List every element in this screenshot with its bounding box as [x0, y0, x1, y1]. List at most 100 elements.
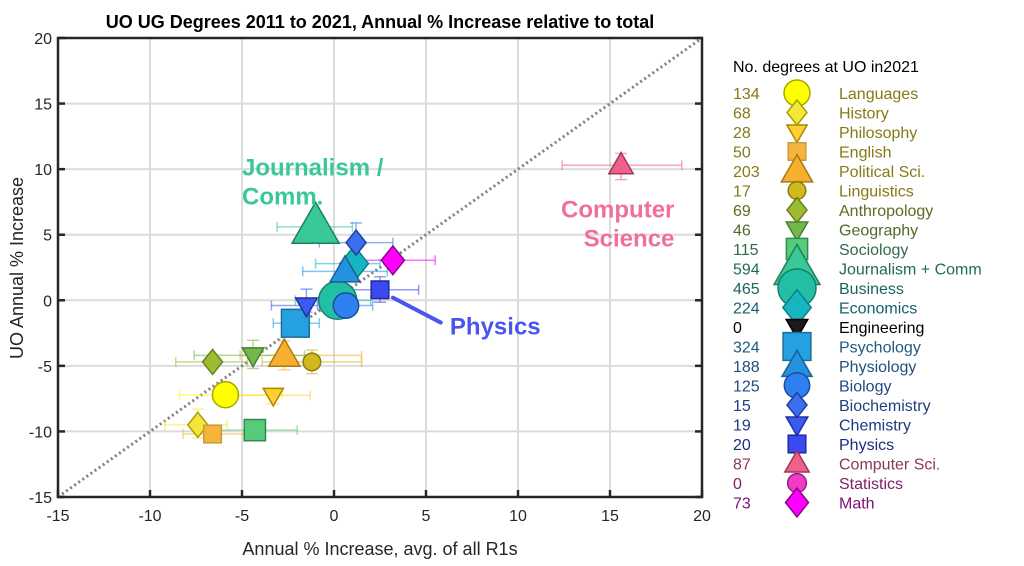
marker-anthropology — [201, 348, 224, 376]
legend-count: 87 — [733, 457, 751, 474]
legend-marker-anthropology — [786, 196, 808, 224]
legend-label: Physiology — [839, 359, 916, 376]
legend-count: 224 — [733, 301, 760, 318]
legend-label: Statistics — [839, 476, 903, 493]
legend-item-statistics: 0 Statistics — [733, 472, 903, 494]
x-tick-label: 15 — [601, 508, 619, 525]
legend-label: Linguistics — [839, 184, 914, 201]
legend-count: 68 — [733, 106, 751, 123]
legend-item-anthropology: 69 Anthropology — [733, 196, 933, 224]
legend-item-engineering: 0 Engineering — [733, 318, 924, 340]
marker-computer-sci — [607, 150, 635, 175]
y-tick-label: 15 — [34, 97, 52, 114]
x-tick-label: 5 — [422, 508, 431, 525]
legend-count: 465 — [733, 281, 760, 298]
legend-marker-chemistry — [784, 416, 810, 438]
y-tick-label: -10 — [29, 424, 52, 441]
marker-sociology — [243, 418, 267, 442]
legend-item-physics: 20 Physics — [733, 434, 894, 454]
legend-label: English — [839, 145, 891, 162]
marker-physics — [370, 280, 390, 300]
legend-label: Math — [839, 496, 875, 513]
legend-label: Chemistry — [839, 418, 911, 435]
chart-title: UO UG Degrees 2011 to 2021, Annual % Inc… — [106, 12, 655, 32]
legend-marker-engineering — [784, 318, 810, 340]
legend-count: 19 — [733, 418, 751, 435]
x-tick-label: -10 — [138, 508, 161, 525]
legend-count: 50 — [733, 145, 751, 162]
x-tick-label: 20 — [693, 508, 711, 525]
annotation-pointer-physics — [390, 295, 443, 325]
annotation-comm: Comm. — [242, 184, 323, 211]
marker-journalism-comm — [290, 200, 341, 244]
legend-count: 0 — [733, 476, 742, 493]
legend-item-english: 50 English — [733, 141, 891, 162]
legend-label: Computer Sci. — [839, 457, 940, 474]
tick-labels: -15 -10 -5 0 5 10 15 20 -15 -10 -5 0 5 10 15 20 — [29, 31, 711, 525]
legend-label: Sociology — [839, 242, 908, 259]
marker-geography — [240, 347, 266, 369]
legend-label: Anthropology — [839, 203, 933, 220]
y-tick-label: 10 — [34, 162, 52, 179]
marker-political-sci — [267, 337, 302, 367]
legend-item-business: 465 Business — [733, 268, 904, 308]
axes-frame — [56, 36, 704, 499]
x-tick-label: 10 — [509, 508, 527, 525]
annotation-journalism: Journalism / — [242, 155, 384, 182]
annotation-computer: Computer — [561, 197, 674, 224]
plot-frame — [56, 36, 704, 499]
legend-item-philosophy: 28 Philosophy — [733, 124, 917, 145]
marker-biochemistry — [345, 228, 368, 257]
legend-item-biochemistry: 15 Biochemistry — [733, 391, 931, 419]
legend-item-history: 68 History — [733, 98, 889, 127]
legend-item-computer-sci: 87 Computer Sci. — [733, 449, 940, 474]
legend-item-psychology: 324 Psychology — [733, 331, 921, 362]
legend: No. degrees at UO in2021 134 Languages 68 H… — [733, 59, 982, 519]
legend-count: 28 — [733, 125, 751, 142]
legend-count: 73 — [733, 496, 751, 513]
legend-label: History — [839, 106, 889, 123]
legend-count: 324 — [733, 340, 760, 357]
y-axis-label: UO Annual % Increase — [7, 177, 27, 359]
legend-count: 17 — [733, 184, 751, 201]
legend-label: Economics — [839, 301, 917, 318]
legend-label: Physics — [839, 437, 894, 454]
legend-count: 15 — [733, 398, 751, 415]
legend-label: Languages — [839, 86, 918, 103]
legend-marker-political-sci — [780, 153, 814, 183]
legend-item-sociology: 115 Sociology — [733, 237, 908, 261]
marker-philosophy — [261, 387, 285, 408]
legend-item-political-sci: 203 Political Sci. — [733, 153, 925, 183]
x-tick-label: 0 — [330, 508, 339, 525]
legend-label: Psychology — [839, 340, 921, 357]
data-markers — [186, 150, 635, 444]
marker-english — [203, 424, 223, 444]
legend-title: No. degrees at UO in2021 — [733, 59, 919, 76]
legend-label: Philosophy — [839, 125, 917, 142]
legend-label: Biology — [839, 379, 891, 396]
y-tick-label: 20 — [34, 31, 52, 48]
marker-physiology — [328, 254, 362, 283]
legend-item-economics: 224 Economics — [733, 288, 917, 327]
annotation-science: Science — [584, 226, 675, 253]
legend-item-linguistics: 17 Linguistics — [733, 180, 914, 201]
y-tick-label: 0 — [43, 293, 52, 310]
legend-label: Biochemistry — [839, 398, 931, 415]
legend-label: Journalism + Comm — [839, 262, 982, 279]
legend-count: 46 — [733, 223, 751, 240]
legend-marker-philosophy — [785, 124, 809, 145]
legend-count: 69 — [733, 203, 751, 220]
legend-count: 0 — [733, 320, 742, 337]
legend-item-geography: 46 Geography — [733, 221, 918, 243]
legend-count: 594 — [733, 262, 760, 279]
legend-count: 115 — [733, 242, 759, 259]
legend-marker-math — [784, 486, 810, 519]
legend-item-languages: 134 Languages — [733, 79, 918, 107]
legend-count: 125 — [733, 379, 760, 396]
marker-biology — [332, 292, 360, 319]
legend-marker-computer-sci — [783, 449, 811, 473]
x-tick-label: -15 — [46, 508, 69, 525]
legend-count: 188 — [733, 359, 760, 376]
legend-label: Geography — [839, 223, 918, 240]
